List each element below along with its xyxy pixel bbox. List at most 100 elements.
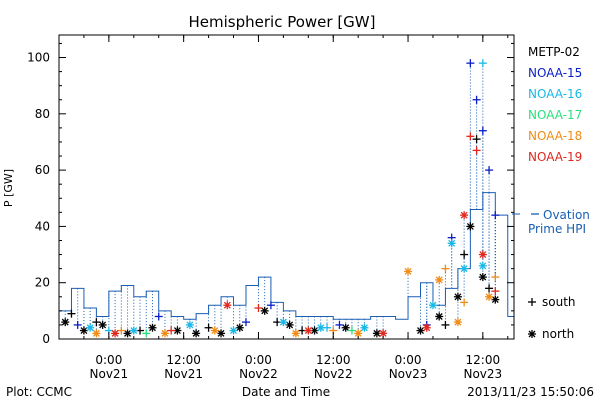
star-d2 xyxy=(379,329,387,337)
marker-legend-symbol xyxy=(528,330,536,338)
data-point xyxy=(422,323,431,332)
data-point xyxy=(435,275,444,284)
marker-legend-symbol xyxy=(528,298,536,306)
legend-entry: NOAA-16 xyxy=(528,87,582,101)
star-d2 xyxy=(479,273,487,281)
star-d2 xyxy=(448,239,456,247)
star-d2 xyxy=(304,327,312,335)
data-point xyxy=(485,166,494,175)
star-d2 xyxy=(528,330,536,338)
data-point xyxy=(360,323,369,332)
data-point xyxy=(111,329,120,338)
data-point xyxy=(491,287,500,296)
data-point xyxy=(160,329,169,338)
star-d2 xyxy=(479,251,487,259)
x-tick-date: Nov23 xyxy=(463,367,502,381)
data-point xyxy=(235,323,244,332)
y-tick-label: 80 xyxy=(35,107,50,121)
y-tick-label: 60 xyxy=(35,163,50,177)
data-point xyxy=(73,320,82,329)
x-tick-date: Nov23 xyxy=(389,367,428,381)
star-d2 xyxy=(404,267,412,275)
star-d2 xyxy=(454,318,462,326)
data-point xyxy=(304,326,313,335)
data-point xyxy=(142,329,151,338)
data-point xyxy=(129,326,138,335)
star-d2 xyxy=(211,327,219,335)
x-axis: 0:00Nov2112:00Nov210:00Nov2212:00Nov220:… xyxy=(58,35,509,381)
data-point xyxy=(223,301,232,310)
data-point xyxy=(485,284,494,293)
star-d2 xyxy=(286,321,294,329)
data-point xyxy=(266,301,275,310)
data-point xyxy=(229,326,238,335)
data-point xyxy=(485,292,494,301)
data-point xyxy=(441,320,450,329)
x-tick-date: Nov21 xyxy=(164,367,203,381)
star-d2 xyxy=(460,265,468,273)
star-d2 xyxy=(111,329,119,337)
data-point xyxy=(460,211,469,220)
data-point xyxy=(260,306,269,315)
star-d2 xyxy=(435,276,443,284)
ovation-label-line2: Prime HPI xyxy=(528,222,586,236)
data-point xyxy=(354,329,363,338)
star-d2 xyxy=(435,313,443,320)
x-tick-time: 12:00 xyxy=(316,353,351,367)
data-point xyxy=(478,126,487,135)
data-point xyxy=(478,59,487,68)
y-tick-label: 40 xyxy=(35,219,50,233)
x-tick-time: 12:00 xyxy=(466,353,501,367)
legend-entry: NOAA-15 xyxy=(528,66,582,80)
data-point xyxy=(447,239,456,248)
star-d2 xyxy=(92,329,100,337)
data-point xyxy=(460,298,469,307)
star-d2 xyxy=(354,329,362,337)
star-d2 xyxy=(479,262,487,270)
data-point xyxy=(466,222,475,231)
star-d2 xyxy=(261,307,269,315)
data-point xyxy=(453,292,462,301)
data-point xyxy=(154,312,163,321)
x-tick-date: Nov21 xyxy=(90,367,129,381)
point-layer xyxy=(61,59,500,338)
data-point xyxy=(241,318,250,327)
star-d2 xyxy=(311,327,319,335)
data-point xyxy=(217,329,226,338)
star-d2 xyxy=(161,329,169,337)
marker-legend-label: south xyxy=(542,295,576,309)
star-d2 xyxy=(317,324,325,332)
data-point xyxy=(460,264,469,273)
data-point xyxy=(472,146,481,155)
marker-legend-label: north xyxy=(542,327,574,341)
x-tick-time: 12:00 xyxy=(166,353,201,367)
data-point xyxy=(379,329,388,338)
y-tick-label: 0 xyxy=(42,332,50,346)
data-point xyxy=(441,264,450,273)
x-tick-time: 0:00 xyxy=(95,353,122,367)
star-d2 xyxy=(124,329,132,337)
star-d2 xyxy=(61,318,69,326)
legend-entry: NOAA-18 xyxy=(528,129,582,143)
star-d2 xyxy=(454,293,462,301)
data-point xyxy=(404,267,413,276)
star-d2 xyxy=(186,321,194,329)
data-point xyxy=(86,323,95,332)
x-tick-date: Nov22 xyxy=(314,367,353,381)
data-point xyxy=(466,132,475,141)
data-point xyxy=(92,318,101,327)
y-axis: 0 20 40 60 80 100 xyxy=(27,42,514,346)
data-point xyxy=(347,326,356,335)
data-point xyxy=(117,326,126,335)
data-point xyxy=(323,323,332,332)
star-d2 xyxy=(149,324,156,332)
x-axis-label: Date and Time xyxy=(242,385,330,399)
star-d2 xyxy=(360,324,368,332)
star-d2 xyxy=(466,222,474,230)
plot-timestamp: 2013/11/23 15:50:06 xyxy=(467,385,594,399)
data-point xyxy=(335,320,344,329)
data-point xyxy=(435,312,444,321)
data-point xyxy=(472,95,481,104)
